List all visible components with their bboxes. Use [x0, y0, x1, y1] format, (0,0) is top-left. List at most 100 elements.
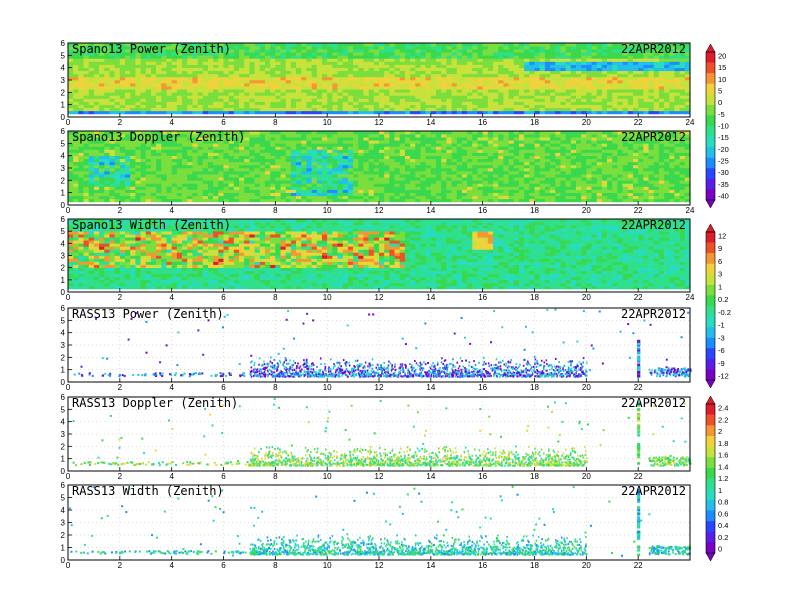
heatmap-cell	[306, 76, 312, 81]
heatmap-cell	[394, 183, 401, 187]
heatmap-cell	[477, 189, 483, 193]
heatmap-cell	[156, 95, 162, 99]
heatmap-cell	[192, 43, 198, 47]
heatmap-cell	[622, 64, 629, 68]
heatmap-cell	[420, 80, 426, 84]
heatmap-cell	[275, 168, 281, 172]
heatmap-cell	[347, 95, 354, 99]
heatmap-cell	[192, 67, 198, 72]
heatmap-cell	[264, 140, 271, 144]
heatmap-cell	[384, 104, 390, 109]
heatmap-cell	[353, 177, 359, 181]
heatmap-cell	[316, 49, 323, 53]
heatmap-cell	[529, 58, 535, 62]
heatmap-cell	[156, 49, 162, 53]
heatmap-cell	[145, 49, 152, 53]
heatmap-cell	[436, 152, 442, 156]
heatmap-cell	[135, 70, 141, 75]
heatmap-cell	[446, 46, 452, 50]
heatmap-cells	[68, 43, 691, 115]
heatmap-cell	[182, 64, 188, 68]
heatmap-cell	[648, 101, 655, 105]
heatmap-cell	[513, 101, 520, 105]
heatmap-cell	[482, 49, 489, 53]
heatmap-cell	[664, 107, 670, 112]
heatmap-cell	[150, 101, 157, 105]
heatmap-cell	[404, 70, 411, 75]
heatmap-cell	[197, 43, 204, 47]
heatmap-cell	[327, 192, 333, 197]
heatmap-cell	[207, 158, 214, 163]
heatmap-cell	[596, 80, 603, 84]
heatmap-cell	[119, 67, 126, 72]
heatmap-cell	[529, 64, 535, 68]
heatmap-cell	[93, 49, 100, 53]
heatmap-cell	[420, 195, 426, 200]
heatmap-cell	[270, 198, 276, 203]
heatmap-cell	[192, 177, 198, 181]
heatmap-cell	[254, 83, 261, 87]
heatmap-cell	[161, 171, 167, 175]
heatmap-cell	[218, 67, 224, 72]
heatmap-cell	[93, 86, 100, 90]
heatmap-cell	[638, 107, 644, 112]
heatmap-cell	[301, 149, 307, 153]
heatmap-cell	[524, 49, 530, 53]
heatmap-cell	[498, 164, 504, 169]
heatmap-cell	[125, 86, 131, 90]
heatmap-cell	[213, 55, 219, 59]
heatmap-cell	[679, 107, 686, 112]
heatmap-cell	[353, 143, 359, 147]
heatmap-cell	[658, 101, 665, 105]
heatmap-cell	[399, 143, 406, 147]
heatmap-cell	[280, 76, 286, 81]
heatmap-cell	[472, 155, 478, 160]
heatmap-cell	[259, 149, 266, 153]
heatmap-cell	[176, 110, 183, 115]
heatmap-cell	[332, 171, 338, 175]
heatmap-cell	[109, 131, 115, 135]
heatmap-cell	[399, 180, 406, 184]
heatmap-cell	[555, 183, 561, 187]
heatmap-cell	[161, 189, 167, 193]
heatmap-cell	[182, 192, 188, 197]
heatmap-cell	[404, 164, 411, 169]
heatmap-cell	[658, 52, 665, 56]
heatmap-cell	[498, 49, 504, 53]
heatmap-cell	[187, 168, 193, 172]
heatmap-cell	[394, 143, 401, 147]
heatmap-cell	[213, 186, 219, 190]
heatmap-cell	[586, 43, 592, 47]
heatmap-cell	[88, 80, 95, 84]
heatmap-cell	[275, 174, 281, 178]
heatmap-cell	[373, 180, 380, 184]
heatmap-cell	[327, 134, 333, 138]
heatmap-cell	[244, 110, 250, 115]
heatmap-cell	[145, 158, 152, 163]
heatmap-cell	[669, 76, 675, 81]
heatmap-cell	[482, 95, 489, 99]
heatmap-cell	[192, 46, 198, 50]
heatmap-cell	[358, 70, 364, 75]
heatmap-cell	[560, 55, 566, 59]
heatmap-cell	[539, 140, 546, 144]
heatmap-cell	[363, 49, 369, 53]
heatmap-cell	[482, 186, 489, 190]
heatmap-cell	[176, 137, 183, 141]
heatmap-cell	[446, 104, 452, 109]
heatmap-cell	[249, 152, 255, 156]
heatmap-cell	[125, 61, 131, 65]
heatmap-cell	[441, 131, 447, 135]
heatmap-cell	[347, 43, 354, 47]
heatmap-cell	[342, 46, 349, 50]
heatmap-cell	[316, 95, 323, 99]
heatmap-cell	[119, 92, 126, 96]
heatmap-cell	[607, 76, 613, 81]
heatmap-cell	[342, 73, 349, 78]
heatmap-cell	[114, 168, 121, 172]
heatmap-cell	[249, 110, 255, 115]
heatmap-cell	[270, 67, 276, 72]
heatmap-cell	[68, 198, 74, 203]
heatmap-cell	[658, 58, 665, 62]
heatmap-cell	[534, 152, 540, 156]
